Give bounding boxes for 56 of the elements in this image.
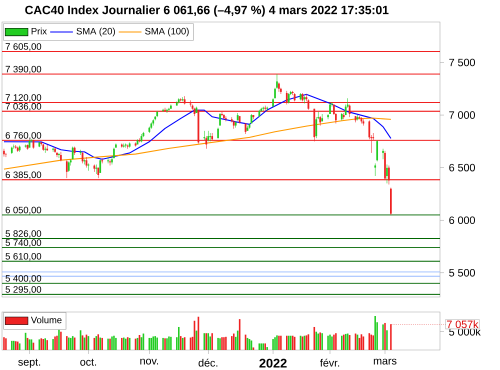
ref-line-label: 5 295,00	[6, 286, 42, 294]
candlestick	[360, 116, 362, 124]
y-tick-label: 6 000	[449, 216, 475, 224]
ref-line-label: 5 826,00	[6, 230, 42, 238]
candlestick	[107, 156, 109, 164]
legend-label: SMA (100)	[145, 28, 189, 36]
candlestick	[109, 158, 111, 166]
legend-label: Volume	[30, 316, 62, 324]
y-tick-label: 5 500	[449, 269, 475, 277]
candlestick	[86, 156, 88, 168]
candlestick	[278, 82, 280, 92]
candlestick	[250, 114, 252, 124]
ref-line-label: 7 036,00	[6, 103, 42, 111]
candlestick	[56, 152, 58, 158]
candlestick	[60, 152, 62, 162]
candlestick	[304, 96, 306, 104]
x-tick-label: févr.	[320, 358, 340, 367]
y-tick-label: 7 500	[449, 58, 475, 66]
candlestick	[356, 114, 358, 121]
x-tick-label: mars	[374, 358, 396, 365]
candlestick	[223, 114, 225, 120]
candlestick	[382, 148, 384, 160]
candlestick	[327, 114, 329, 120]
ref-line-label: 5 740,00	[6, 239, 42, 248]
line-series	[3, 118, 392, 170]
ref-line-label: 7 390,00	[6, 66, 42, 74]
ref-line-label: 6 760,00	[6, 132, 42, 140]
candlestick	[3, 148, 5, 157]
y-tick-label: 7 000	[449, 111, 475, 119]
candlestick	[388, 165, 390, 185]
ref-line-label: 5 610,00	[6, 253, 42, 261]
candlestick	[386, 164, 388, 184]
ref-line-label: 7 605,00	[6, 43, 42, 51]
ref-line-label: 6 050,00	[6, 206, 42, 214]
line-series	[3, 94, 392, 160]
candlestick	[84, 158, 86, 165]
x-tick-label: nov.	[140, 358, 158, 365]
legend-label: Prix	[32, 28, 47, 34]
candlestick	[219, 112, 221, 126]
candlestick	[82, 152, 84, 164]
annotation: 7 057k	[446, 320, 478, 328]
candlestick	[80, 149, 82, 156]
legend-label: SMA (20)	[76, 28, 115, 36]
x-tick-label: déc.	[198, 358, 218, 367]
ref-line-label: 6 385,00	[6, 172, 42, 180]
chart-title: CAC40 Index Journalier 6 061,66 (–4,97 %) 4 mars 2022 17:35:01	[25, 5, 389, 17]
candlestick	[190, 100, 192, 107]
y-tick-label: 6 500	[449, 164, 475, 172]
x-tick-label: sept.	[18, 358, 40, 368]
x-tick-label: oct.	[80, 358, 96, 366]
candlestick	[58, 152, 60, 158]
x-tick-label: 2022	[259, 358, 287, 368]
candlestick	[276, 74, 278, 90]
ref-line-label: 5 400,00	[6, 275, 42, 283]
candlestick	[88, 163, 90, 172]
ref-line-label: 7 120,00	[6, 94, 42, 102]
